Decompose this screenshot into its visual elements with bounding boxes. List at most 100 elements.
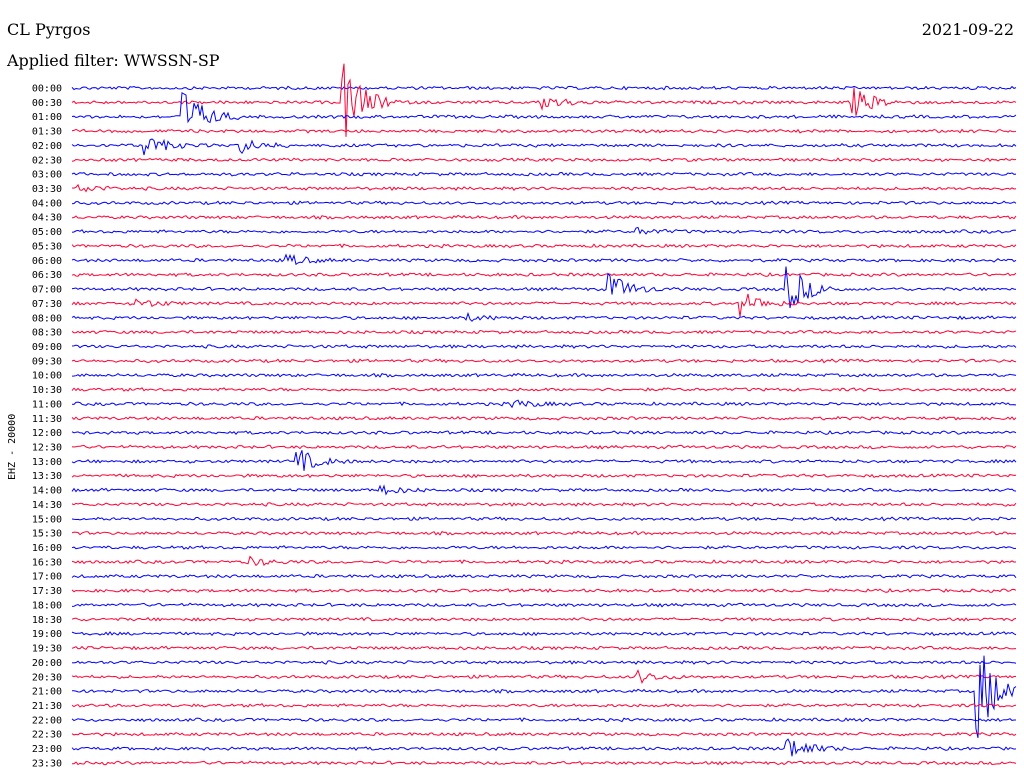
trace-1000	[71, 372, 1017, 378]
tick-label-1730: 17:30	[32, 586, 62, 597]
trace-0430	[71, 214, 1017, 220]
tick-label-0800: 08:00	[32, 313, 62, 324]
tick-label-1700: 17:00	[32, 572, 62, 583]
trace-2330	[71, 760, 1017, 766]
trace-2100	[71, 655, 1017, 739]
tick-label-0400: 04:00	[32, 198, 62, 209]
trace-0000	[71, 85, 1017, 91]
trace-1400	[71, 484, 1017, 496]
record-date: 2021-09-22	[921, 20, 1014, 39]
trace-1330	[71, 473, 1017, 479]
trace-0930	[71, 358, 1017, 364]
tick-label-1330: 13:30	[32, 471, 62, 482]
tick-label-1630: 16:30	[32, 557, 62, 568]
trace-2200	[71, 717, 1016, 723]
trace-0300	[71, 171, 1017, 177]
trace-1600	[71, 545, 1017, 550]
tick-label-0030: 00:30	[32, 98, 62, 109]
tick-label-0000: 00:00	[32, 84, 62, 95]
tick-label-0130: 01:30	[32, 127, 62, 138]
tick-label-1600: 16:00	[32, 543, 62, 554]
tick-label-2030: 20:30	[32, 672, 62, 683]
trace-0630	[71, 272, 1017, 278]
tick-label-1100: 11:00	[32, 399, 62, 410]
trace-1800	[71, 602, 1017, 608]
trace-0330	[71, 183, 1017, 193]
trace-1630	[71, 555, 1017, 567]
trace-1230	[71, 444, 1017, 450]
trace-1430	[71, 502, 1017, 507]
trace-1930	[71, 645, 1017, 651]
trace-0100	[71, 91, 1017, 124]
trace-1500	[71, 516, 1017, 522]
tick-label-0830: 08:30	[32, 328, 62, 339]
trace-1700	[71, 573, 1017, 579]
trace-2230	[71, 731, 1017, 737]
trace-2130	[71, 702, 1017, 708]
tick-label-1500: 15:00	[32, 514, 62, 525]
tick-label-0230: 02:30	[32, 155, 62, 166]
trace-0700	[71, 266, 1017, 309]
trace-0030	[71, 63, 1017, 137]
station-title: CL Pyrgos	[7, 20, 91, 39]
trace-2300	[71, 738, 1017, 757]
tick-label-1300: 13:00	[32, 457, 62, 468]
tick-label-0200: 02:00	[32, 141, 62, 152]
trace-1030	[71, 387, 1017, 392]
tick-label-0500: 05:00	[32, 227, 62, 238]
tick-label-1230: 12:30	[32, 443, 62, 454]
tick-label-2230: 22:30	[32, 730, 62, 741]
trace-0900	[71, 344, 1017, 350]
tick-label-1800: 18:00	[32, 600, 62, 611]
trace-2000	[71, 659, 1017, 665]
tick-label-2130: 21:30	[32, 701, 62, 712]
trace-0130	[71, 128, 1017, 134]
tick-label-1130: 11:30	[32, 414, 62, 425]
tick-label-0330: 03:30	[32, 184, 62, 195]
tick-label-2000: 20:00	[32, 658, 62, 669]
trace-0830	[71, 329, 1017, 335]
tick-label-1530: 15:30	[32, 529, 62, 540]
tick-label-0430: 04:30	[32, 213, 62, 224]
tick-label-1830: 18:30	[32, 615, 62, 626]
trace-0800	[71, 311, 1017, 322]
time-tick-labels: 00:00 00:30 01:00 01:30 02:00 02:30 03:00 03:30…	[32, 84, 62, 770]
tick-label-1000: 10:00	[32, 371, 62, 382]
tick-label-0730: 07:30	[32, 299, 62, 310]
tick-label-1400: 14:00	[32, 486, 62, 497]
trace-0600	[71, 253, 1017, 266]
tick-label-1430: 14:30	[32, 500, 62, 511]
trace-0400	[71, 200, 1017, 206]
trace-0230	[71, 157, 1017, 163]
tick-label-0300: 03:00	[32, 170, 62, 181]
tick-label-2200: 22:00	[32, 715, 62, 726]
trace-0530	[71, 243, 1017, 249]
tick-label-1200: 12:00	[32, 428, 62, 439]
trace-1300	[71, 450, 1017, 471]
seismic-traces	[71, 63, 1017, 766]
trace-1830	[71, 617, 1017, 622]
tick-label-0100: 01:00	[32, 112, 62, 123]
tick-label-2300: 23:00	[32, 744, 62, 755]
trace-1530	[71, 530, 1017, 536]
tick-label-1030: 10:30	[32, 385, 62, 396]
tick-label-0600: 06:00	[32, 256, 62, 267]
tick-label-2100: 21:00	[32, 687, 62, 698]
filter-label: Applied filter: WWSSN-SP	[7, 51, 220, 70]
tick-label-0530: 05:30	[32, 241, 62, 252]
trace-1100	[71, 399, 1017, 409]
trace-0200	[71, 138, 1017, 156]
tick-label-1930: 19:30	[32, 644, 62, 655]
trace-2030	[71, 669, 1017, 684]
tick-label-1900: 19:00	[32, 629, 62, 640]
trace-1130	[71, 415, 1017, 421]
tick-label-0900: 09:00	[32, 342, 62, 353]
trace-1730	[71, 588, 1017, 593]
tick-label-0630: 06:30	[32, 270, 62, 281]
trace-1200	[71, 430, 1017, 435]
tick-label-0700: 07:00	[32, 285, 62, 296]
tick-label-0930: 09:30	[32, 356, 62, 367]
tick-label-2330: 23:30	[32, 758, 62, 769]
trace-0730	[71, 293, 1017, 317]
